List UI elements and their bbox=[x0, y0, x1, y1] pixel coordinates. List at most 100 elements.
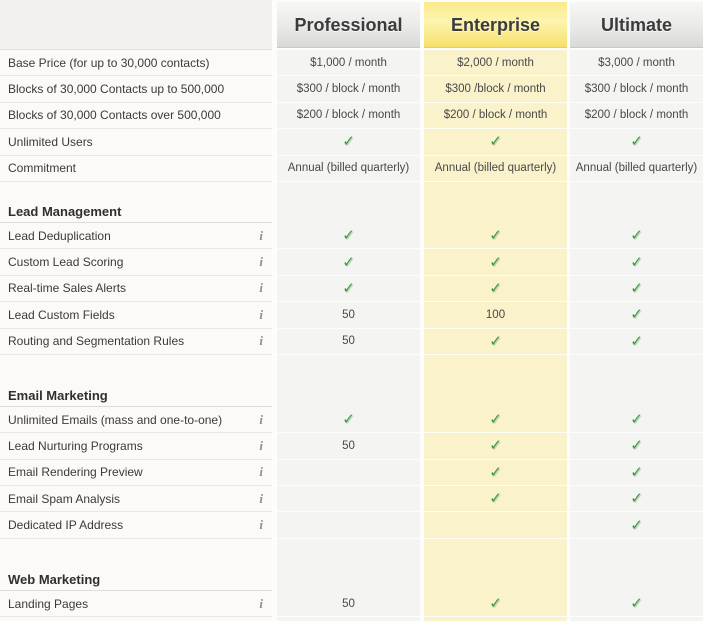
feature-row-label: Lead Deduplication i bbox=[0, 223, 272, 250]
feature-label: Dedicated IP Address bbox=[8, 518, 124, 533]
checkmark-icon: ✓ bbox=[342, 279, 355, 297]
cell-value: 50 bbox=[342, 308, 355, 321]
feature-label: Routing and Segmentation Rules bbox=[8, 334, 185, 349]
cell-value: $3,000 / month bbox=[598, 56, 675, 69]
plan-cell: $3,000 / month bbox=[570, 50, 703, 77]
checkmark-icon: ✓ bbox=[630, 437, 643, 455]
plan-header-ultimate: Ultimate bbox=[570, 2, 703, 48]
plan-cell: ✓ bbox=[424, 249, 567, 276]
plan-cell: $300 / block / month bbox=[277, 76, 420, 103]
checkmark-icon: ✓ bbox=[489, 279, 502, 297]
column-enterprise-body: $2,000 / month $300 /block / month $200 / … bbox=[424, 50, 567, 621]
checkmark-icon: ✓ bbox=[489, 411, 502, 429]
plan-cell: ✓ bbox=[570, 486, 703, 513]
feature-label: Base Price (for up to 30,000 contacts) bbox=[8, 55, 210, 70]
plan-header-enterprise: Enterprise bbox=[424, 2, 567, 48]
plan-cell: ✓ bbox=[424, 129, 567, 156]
checkmark-icon: ✓ bbox=[489, 437, 502, 455]
empty-cell bbox=[277, 512, 420, 539]
cell-value: 50 bbox=[342, 335, 355, 348]
feature-column: Base Price (for up to 30,000 contacts) Bl… bbox=[0, 0, 272, 621]
checkmark-icon: ✓ bbox=[342, 133, 355, 151]
section-title: Web Marketing bbox=[0, 570, 272, 591]
checkmark-icon: ✓ bbox=[342, 227, 355, 245]
column-enterprise: Enterprise $2,000 / month $300 /block / m… bbox=[424, 0, 567, 621]
checkmark-icon: ✓ bbox=[489, 490, 502, 508]
plan-cell: 50 bbox=[277, 329, 420, 355]
info-icon[interactable]: i bbox=[259, 595, 263, 611]
checkmark-icon: ✓ bbox=[489, 253, 502, 271]
column-ultimate-body: $3,000 / month $300 / block / month $200 /… bbox=[570, 50, 703, 621]
cell-value: 100 bbox=[485, 308, 506, 321]
checkmark-icon: ✓ bbox=[630, 306, 643, 324]
empty-cell bbox=[277, 486, 420, 513]
section-spacer bbox=[0, 355, 272, 386]
feature-row-label: Email Spam Analysis i bbox=[0, 486, 272, 513]
checkmark-icon: ✓ bbox=[630, 332, 643, 350]
info-icon[interactable]: i bbox=[259, 411, 263, 427]
section-spacer bbox=[424, 539, 567, 591]
checkmark-icon: ✓ bbox=[489, 133, 502, 151]
feature-label: Email Rendering Preview bbox=[8, 465, 143, 480]
empty-cell bbox=[424, 512, 567, 539]
plan-cell: 50 bbox=[277, 433, 420, 460]
plan-cell: ✓ bbox=[424, 591, 567, 618]
checkmark-icon: ✓ bbox=[489, 595, 502, 613]
feature-label: Lead Deduplication bbox=[8, 228, 111, 243]
checkmark-icon: ✓ bbox=[489, 332, 502, 350]
info-icon[interactable]: i bbox=[259, 280, 263, 296]
feature-row-label: Unlimited Users bbox=[0, 129, 272, 156]
cell-value: $300 /block / month bbox=[445, 83, 546, 96]
info-icon[interactable]: i bbox=[259, 437, 263, 453]
cell-value: $200 / block / month bbox=[584, 109, 689, 122]
checkmark-icon: ✓ bbox=[342, 253, 355, 271]
info-icon[interactable]: i bbox=[259, 517, 263, 533]
plan-cell: $200 / block / month bbox=[424, 103, 567, 130]
plan-cell: ✓ bbox=[424, 433, 567, 460]
section-spacer bbox=[0, 539, 272, 570]
feature-row-label: Lead Nurturing Programs i bbox=[0, 433, 272, 460]
cell-value: Annual (billed quarterly) bbox=[287, 162, 410, 175]
plan-cell: ✓ bbox=[570, 407, 703, 434]
section-spacer bbox=[424, 182, 567, 223]
column-ultimate: Ultimate $3,000 / month $300 / block / mo… bbox=[570, 0, 703, 621]
info-icon[interactable]: i bbox=[259, 490, 263, 506]
feature-label: Custom Lead Scoring bbox=[8, 255, 124, 270]
plan-cell: $200 / block / month bbox=[277, 103, 420, 130]
section-spacer bbox=[570, 539, 703, 591]
plan-header-professional: Professional bbox=[277, 2, 420, 48]
plan-cell: $300 / block / month bbox=[570, 76, 703, 103]
feature-label: Landing Pages bbox=[8, 596, 89, 611]
cell-value: $200 / block / month bbox=[296, 109, 401, 122]
feature-row-label: Dedicated IP Address i bbox=[0, 512, 272, 539]
info-icon[interactable]: i bbox=[259, 464, 263, 480]
info-icon[interactable]: i bbox=[259, 254, 263, 270]
plan-cell: ✓ bbox=[277, 249, 420, 276]
info-icon[interactable]: i bbox=[259, 227, 263, 243]
feature-label: Email Spam Analysis bbox=[8, 491, 121, 506]
checkmark-icon: ✓ bbox=[630, 411, 643, 429]
plan-cell: $1,000 / month bbox=[277, 50, 420, 77]
plan-cell: ✓ bbox=[570, 433, 703, 460]
info-icon[interactable]: i bbox=[259, 333, 263, 349]
section-spacer bbox=[570, 355, 703, 407]
plan-title: Enterprise bbox=[450, 14, 541, 35]
section-spacer bbox=[277, 355, 420, 407]
cell-value: $1,000 / month bbox=[310, 56, 387, 69]
info-icon[interactable]: i bbox=[259, 306, 263, 322]
feature-row-label: Routing and Segmentation Rules i bbox=[0, 329, 272, 355]
feature-row-label: Unlimited Emails (mass and one-to-one) i bbox=[0, 407, 272, 434]
feature-column-header bbox=[0, 0, 272, 50]
checkmark-icon: ✓ bbox=[630, 253, 643, 271]
cell-value: Annual (billed quarterly) bbox=[434, 162, 557, 175]
feature-label: Lead Nurturing Programs bbox=[8, 438, 143, 453]
feature-label: Blocks of 30,000 Contacts over 500,000 bbox=[8, 108, 221, 123]
plan-cell: ✓ bbox=[277, 223, 420, 250]
plan-cell: ✓ bbox=[424, 223, 567, 250]
section-title: Lead Management bbox=[0, 202, 272, 223]
feature-label: Commitment bbox=[8, 161, 77, 176]
plan-cell: ✓ bbox=[424, 460, 567, 487]
cell-value: $2,000 / month bbox=[457, 56, 534, 69]
section-spacer bbox=[424, 355, 567, 407]
